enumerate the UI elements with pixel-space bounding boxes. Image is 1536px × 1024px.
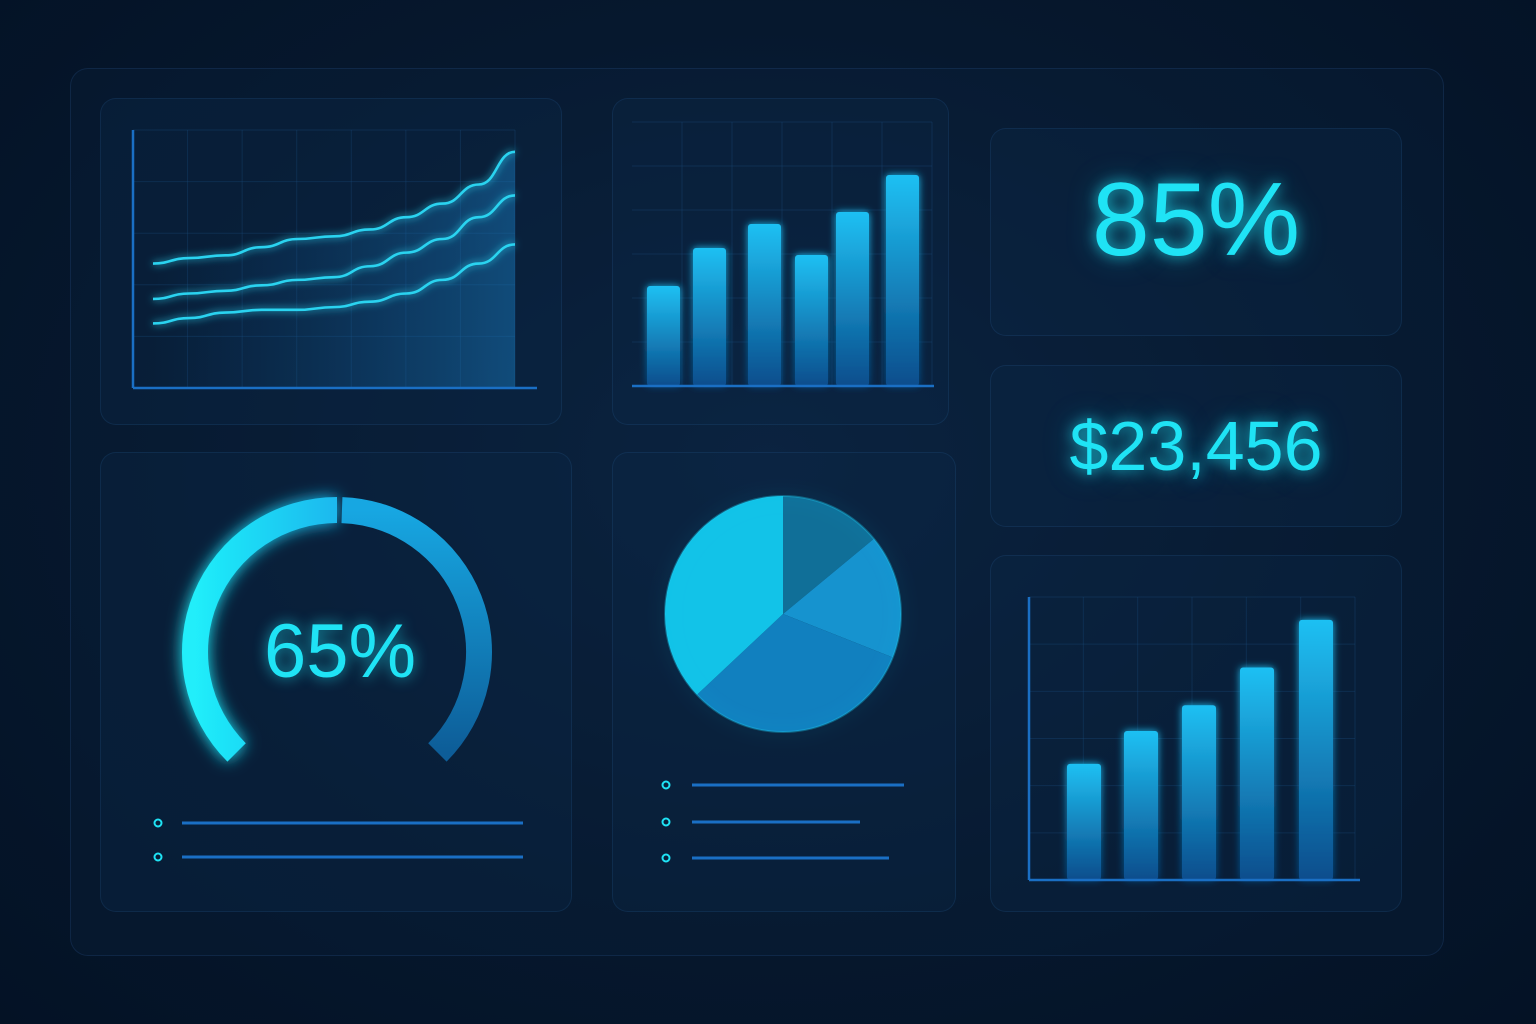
card-kpi-amount: $23,456: [990, 365, 1402, 527]
card-bar-chart-2: [990, 555, 1402, 912]
kpi-amount-value: $23,456: [1069, 407, 1323, 485]
card-kpi-percent: 85%: [990, 128, 1402, 336]
card-pie-chart: [612, 452, 956, 912]
card-bar-chart: [612, 98, 949, 425]
kpi-percent-value: 85%: [1091, 162, 1301, 278]
card-line-chart: [100, 98, 562, 425]
gauge-label: 65%: [263, 609, 417, 694]
